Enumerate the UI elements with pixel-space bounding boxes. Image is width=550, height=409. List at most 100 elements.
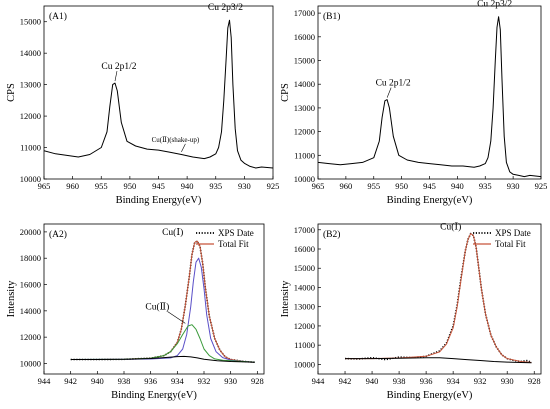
peak-annotation: Cu(Ⅱ) [145,301,169,312]
x-tick-label: 960 [66,181,79,191]
x-tick-label: 930 [501,376,514,386]
y-tick-label: 15000 [294,56,315,66]
legend-entry: Total Fit [218,239,249,249]
x-tick-label: 925 [535,181,548,191]
x-tick-label: 942 [64,376,77,386]
x-tick-label: 925 [267,181,280,191]
series-line-2 [345,357,532,364]
y-tick-label: 10000 [20,174,41,184]
peak-annotation: Cu 2p3/2 [208,3,243,13]
chart-panel-1: 965 960 955 950 945 940 935 930 925 10000 11000 120… [280,0,547,206]
peak-annotation: Cu 2p1/2 [101,62,136,72]
x-axis-label: Binding Energy(eV) [111,390,197,401]
plot-frame [317,223,542,375]
legend-entry: XPS Date [218,228,254,238]
y-tick-label: 12000 [20,111,41,121]
y-axis-label: Intensity [6,280,17,317]
y-tick-label: 13000 [294,103,315,113]
x-tick-label: 935 [209,181,222,191]
x-tick-label: 950 [395,181,408,191]
y-tick-label: 12000 [294,321,315,331]
x-tick-label: 940 [451,181,464,191]
x-tick-label: 965 [38,181,51,191]
x-tick-label: 930 [224,376,237,386]
panel-label: (B1) [323,11,340,22]
y-tick-label: 15000 [20,17,41,27]
chart-panel-0: 965 960 955 950 945 940 935 930 925 10000 11000 120… [6,3,279,206]
x-tick-label: 945 [152,181,165,191]
x-tick-label: 934 [171,376,185,386]
x-tick-label: 932 [198,376,211,386]
chart-panel-3: 944 942 940 938 936 934 932 930 928 10000 11000 120… [280,222,542,401]
series-line-3 [70,324,255,363]
y-tick-label: 20000 [20,227,41,237]
y-tick-label: 17000 [294,225,315,235]
y-tick-label: 10000 [20,358,41,368]
y-tick-label: 16000 [294,32,315,42]
x-tick-label: 932 [474,376,487,386]
legend-entry: Total Fit [495,239,526,249]
y-tick-label: 11000 [20,143,41,153]
y-tick-label: 12000 [20,332,41,342]
y-tick-label: 11000 [294,340,315,350]
x-tick-label: 945 [423,181,436,191]
legend-entry: XPS Date [495,228,531,238]
annotation-arrow [386,87,392,98]
x-tick-label: 942 [339,376,352,386]
x-tick-label: 930 [507,181,520,191]
y-tick-label: 11000 [294,150,315,160]
peak-annotation: Cu(Ⅰ) [162,227,183,238]
x-tick-label: 944 [38,376,52,386]
x-tick-label: 934 [447,376,461,386]
plot-frame [43,223,265,375]
series-line-4 [70,355,255,363]
y-tick-label: 14000 [294,282,315,292]
x-tick-label: 928 [528,376,541,386]
x-tick-label: 955 [95,181,108,191]
x-tick-label: 930 [238,181,251,191]
annotation-arrow [114,71,118,82]
panel-label: (A2) [49,229,67,240]
x-tick-label: 960 [340,181,353,191]
y-tick-label: 13000 [294,302,315,312]
annotation-arrow [167,311,186,324]
y-tick-label: 16000 [20,280,41,290]
x-axis-label: Binding Energy(eV) [116,195,202,206]
x-tick-label: 936 [420,376,433,386]
x-tick-label: 944 [312,376,326,386]
peak-annotation: Cu(Ⅰ) [440,222,461,233]
x-tick-label: 955 [367,181,380,191]
peak-annotation: Cu 2p3/2 [477,0,512,10]
y-tick-label: 14000 [20,48,41,58]
y-axis-label: Intensity [280,280,291,317]
y-tick-label: 17000 [294,8,315,18]
series-line-1 [345,233,532,363]
series-line-2 [70,257,255,363]
x-tick-label: 940 [91,376,104,386]
x-axis-label: Binding Energy(eV) [387,390,473,401]
x-tick-label: 965 [312,181,325,191]
panel-label: (A1) [49,11,67,22]
x-tick-label: 950 [124,181,137,191]
plot-frame [317,5,542,180]
x-axis-label: Binding Energy(eV) [387,195,473,206]
x-tick-label: 938 [393,376,406,386]
x-tick-label: 940 [181,181,194,191]
y-axis-label: CPS [6,83,17,102]
y-tick-label: 16000 [294,244,315,254]
series-line-0 [318,16,541,178]
y-tick-label: 14000 [294,79,315,89]
annotation-arrow [181,143,186,152]
y-tick-label: 13000 [20,80,41,90]
peak-annotation: Cu 2p1/2 [376,79,411,89]
y-tick-label: 18000 [20,253,41,263]
x-tick-label: 936 [144,376,157,386]
series-line-0 [344,232,532,364]
y-tick-label: 15000 [294,263,315,273]
y-axis-label: CPS [280,83,291,102]
chart-panel-2: 944 942 940 938 936 934 932 930 928 10000 12000 140… [6,223,265,401]
x-tick-label: 928 [251,376,264,386]
peak-annotation: Cu(Ⅱ)(shake-up) [152,136,200,144]
series-line-0 [44,19,273,169]
